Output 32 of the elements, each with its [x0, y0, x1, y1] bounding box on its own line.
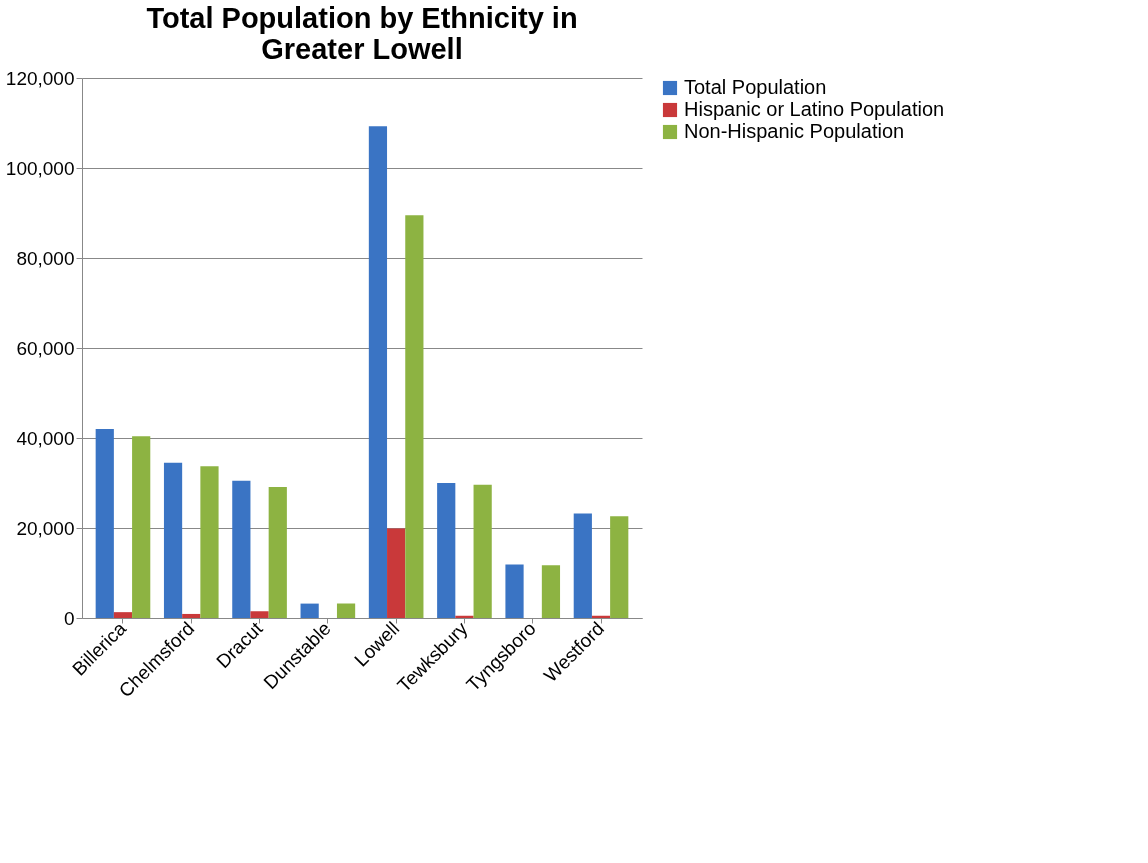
y-tick-label: 100,000	[5, 157, 75, 179]
bar	[163, 462, 183, 618]
bar	[473, 484, 492, 618]
bar	[541, 565, 561, 618]
bar	[250, 611, 269, 618]
bar	[132, 436, 151, 618]
bar	[405, 215, 424, 618]
chart-title: Total Population by Ethnicity in Greater Lowell	[146, 2, 578, 65]
y-tick-label: 60,000	[16, 337, 75, 359]
bar	[182, 613, 201, 618]
bar	[300, 603, 319, 618]
y-tick-label: 40,000	[16, 427, 75, 449]
y-tick-label: 120,000	[5, 67, 75, 89]
bar	[387, 528, 406, 618]
bar	[268, 487, 287, 618]
bar	[113, 612, 133, 618]
bar	[455, 615, 474, 618]
y-tick-label: 80,000	[16, 247, 75, 269]
bar	[200, 466, 219, 618]
bar	[336, 603, 356, 618]
bar	[505, 564, 524, 618]
bar	[368, 126, 388, 618]
bar	[573, 513, 592, 618]
bar	[610, 516, 629, 618]
legend-label: Hispanic or Latino Population	[684, 98, 945, 120]
legend-label: Total Population	[684, 76, 827, 98]
legend-label: Non-Hispanic Population	[684, 120, 905, 142]
y-tick-label: 20,000	[16, 517, 75, 539]
bar	[437, 483, 456, 618]
bar	[95, 429, 114, 618]
bar	[232, 480, 251, 618]
y-tick-label: 0	[63, 607, 75, 629]
